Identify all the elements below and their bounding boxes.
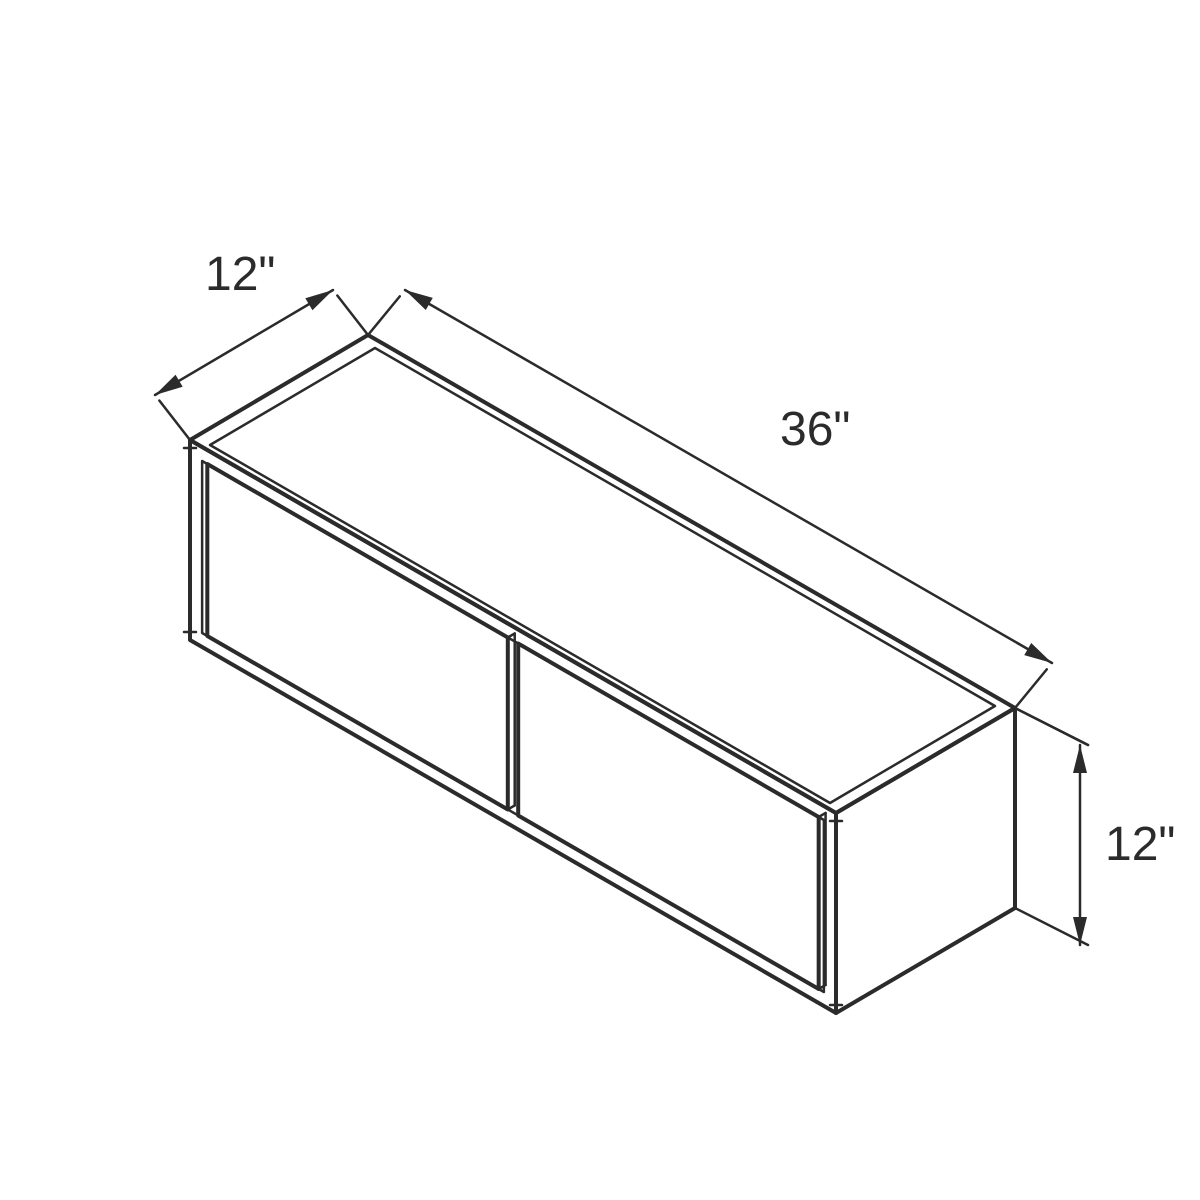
- dimension-height: 12": [1015, 708, 1175, 945]
- cabinet-diagram: 12" 36" 12": [0, 0, 1200, 1200]
- dimension-depth-label: 12": [205, 248, 275, 301]
- dimension-height-label: 12": [1105, 818, 1175, 871]
- cabinet-doors: [184, 448, 842, 1005]
- dimension-depth: 12": [155, 248, 368, 440]
- dimension-width-label: 36": [780, 403, 850, 456]
